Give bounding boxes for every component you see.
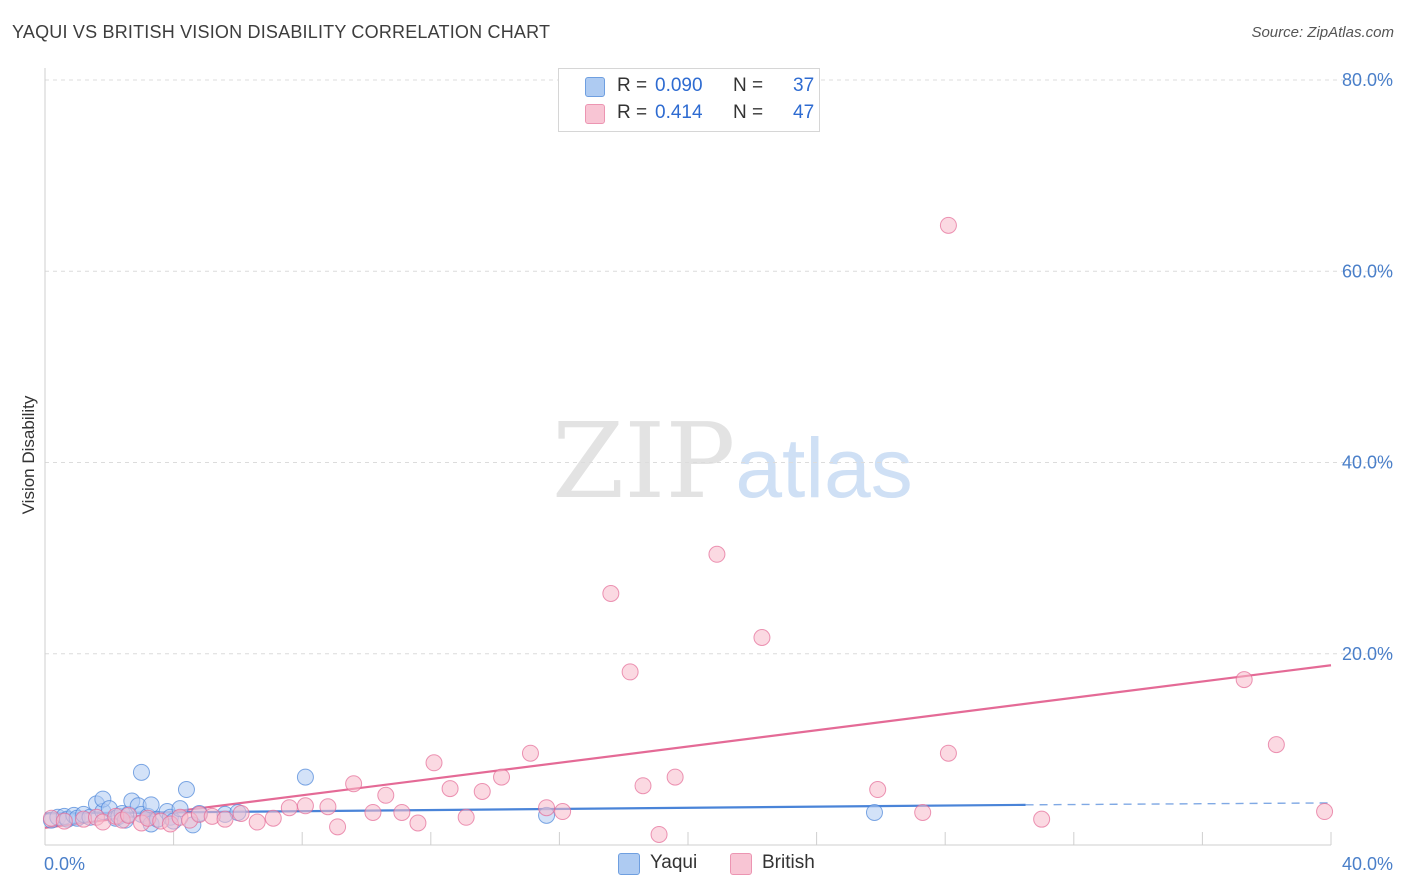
watermark-zip: ZIP — [552, 400, 736, 522]
watermark-atlas: atlas — [735, 421, 913, 515]
legend-r-label: R = — [617, 102, 648, 123]
bottom-legend-swatch-british — [730, 853, 752, 875]
point-british — [493, 768, 511, 786]
point-british — [425, 754, 443, 772]
point-british — [364, 803, 382, 821]
legend-swatch-yaqui — [585, 77, 605, 97]
grid-lines — [45, 79, 1392, 655]
legend-r-value: 0.414 — [655, 102, 703, 123]
point-british — [554, 803, 572, 821]
y-axis-label: Vision Disability — [19, 395, 38, 514]
point-british — [869, 781, 887, 799]
point-british — [319, 798, 337, 816]
point-yaqui — [296, 768, 314, 786]
y-tick-label: 60.0% — [1342, 261, 1393, 281]
point-british — [473, 782, 491, 800]
legend-n-label: N = — [733, 75, 764, 96]
trend-lines — [44, 664, 1332, 829]
legend-swatch-british — [585, 104, 605, 124]
point-british — [538, 799, 556, 817]
point-british — [939, 216, 957, 234]
point-british — [1033, 810, 1051, 828]
point-british — [329, 818, 347, 836]
point-british — [296, 797, 314, 815]
tick-labels: 20.0% 40.0% 60.0% 80.0% 0.0% 40.0% Vision Disa… — [19, 70, 1393, 874]
point-british — [377, 786, 395, 804]
point-british — [1316, 803, 1334, 821]
point-british — [248, 813, 266, 831]
point-british — [1235, 671, 1253, 689]
point-british — [753, 628, 771, 646]
y-tick-label: 20.0% — [1342, 644, 1393, 664]
data-points — [42, 216, 1334, 843]
point-british — [441, 780, 459, 798]
chart-title: YAQUI VS BRITISH VISION DISABILITY CORRE… — [12, 22, 551, 42]
y-tick-label: 40.0% — [1342, 453, 1393, 473]
point-british — [521, 744, 539, 762]
x-tick-label: 0.0% — [44, 854, 85, 874]
stats-legend: R = 0.090 N = 37 R = 0.414 N = 47 — [558, 68, 820, 132]
point-british — [409, 814, 427, 832]
point-yaqui — [132, 763, 150, 781]
axes — [44, 68, 1332, 846]
point-british — [457, 808, 475, 826]
point-british — [216, 810, 234, 828]
y-tick-label: 80.0% — [1342, 70, 1393, 90]
point-british — [345, 775, 363, 793]
point-british — [280, 799, 298, 817]
source-label: Source: ZipAtlas.com — [1251, 24, 1394, 41]
legend-n-value: 37 — [793, 75, 815, 96]
x-tick-label: 40.0% — [1342, 854, 1393, 874]
legend-r-label: R = — [617, 75, 648, 96]
point-british — [393, 803, 411, 821]
point-british — [120, 806, 138, 824]
point-british — [602, 585, 620, 603]
point-british — [264, 809, 282, 827]
bottom-legend-swatch-yaqui — [618, 853, 640, 875]
point-british — [650, 825, 668, 843]
legend-n-label: N = — [733, 102, 764, 123]
point-british — [666, 768, 684, 786]
legend-r-value: 0.090 — [655, 75, 703, 96]
point-british — [634, 777, 652, 795]
trend-extension-yaqui — [1025, 802, 1332, 806]
watermark: ZIPatlas — [552, 400, 913, 522]
point-british — [55, 812, 73, 830]
point-british — [621, 663, 639, 681]
point-british — [232, 804, 250, 822]
bottom-legend-label-british: British — [762, 852, 815, 873]
point-yaqui — [865, 803, 883, 821]
bottom-legend-label-yaqui: Yaqui — [650, 852, 698, 873]
point-british — [708, 545, 726, 563]
point-british — [939, 744, 957, 762]
point-yaqui — [177, 781, 195, 799]
trend-line-british — [44, 664, 1332, 829]
point-british — [1267, 736, 1285, 754]
legend-n-value: 47 — [793, 102, 815, 123]
point-british — [914, 803, 932, 821]
